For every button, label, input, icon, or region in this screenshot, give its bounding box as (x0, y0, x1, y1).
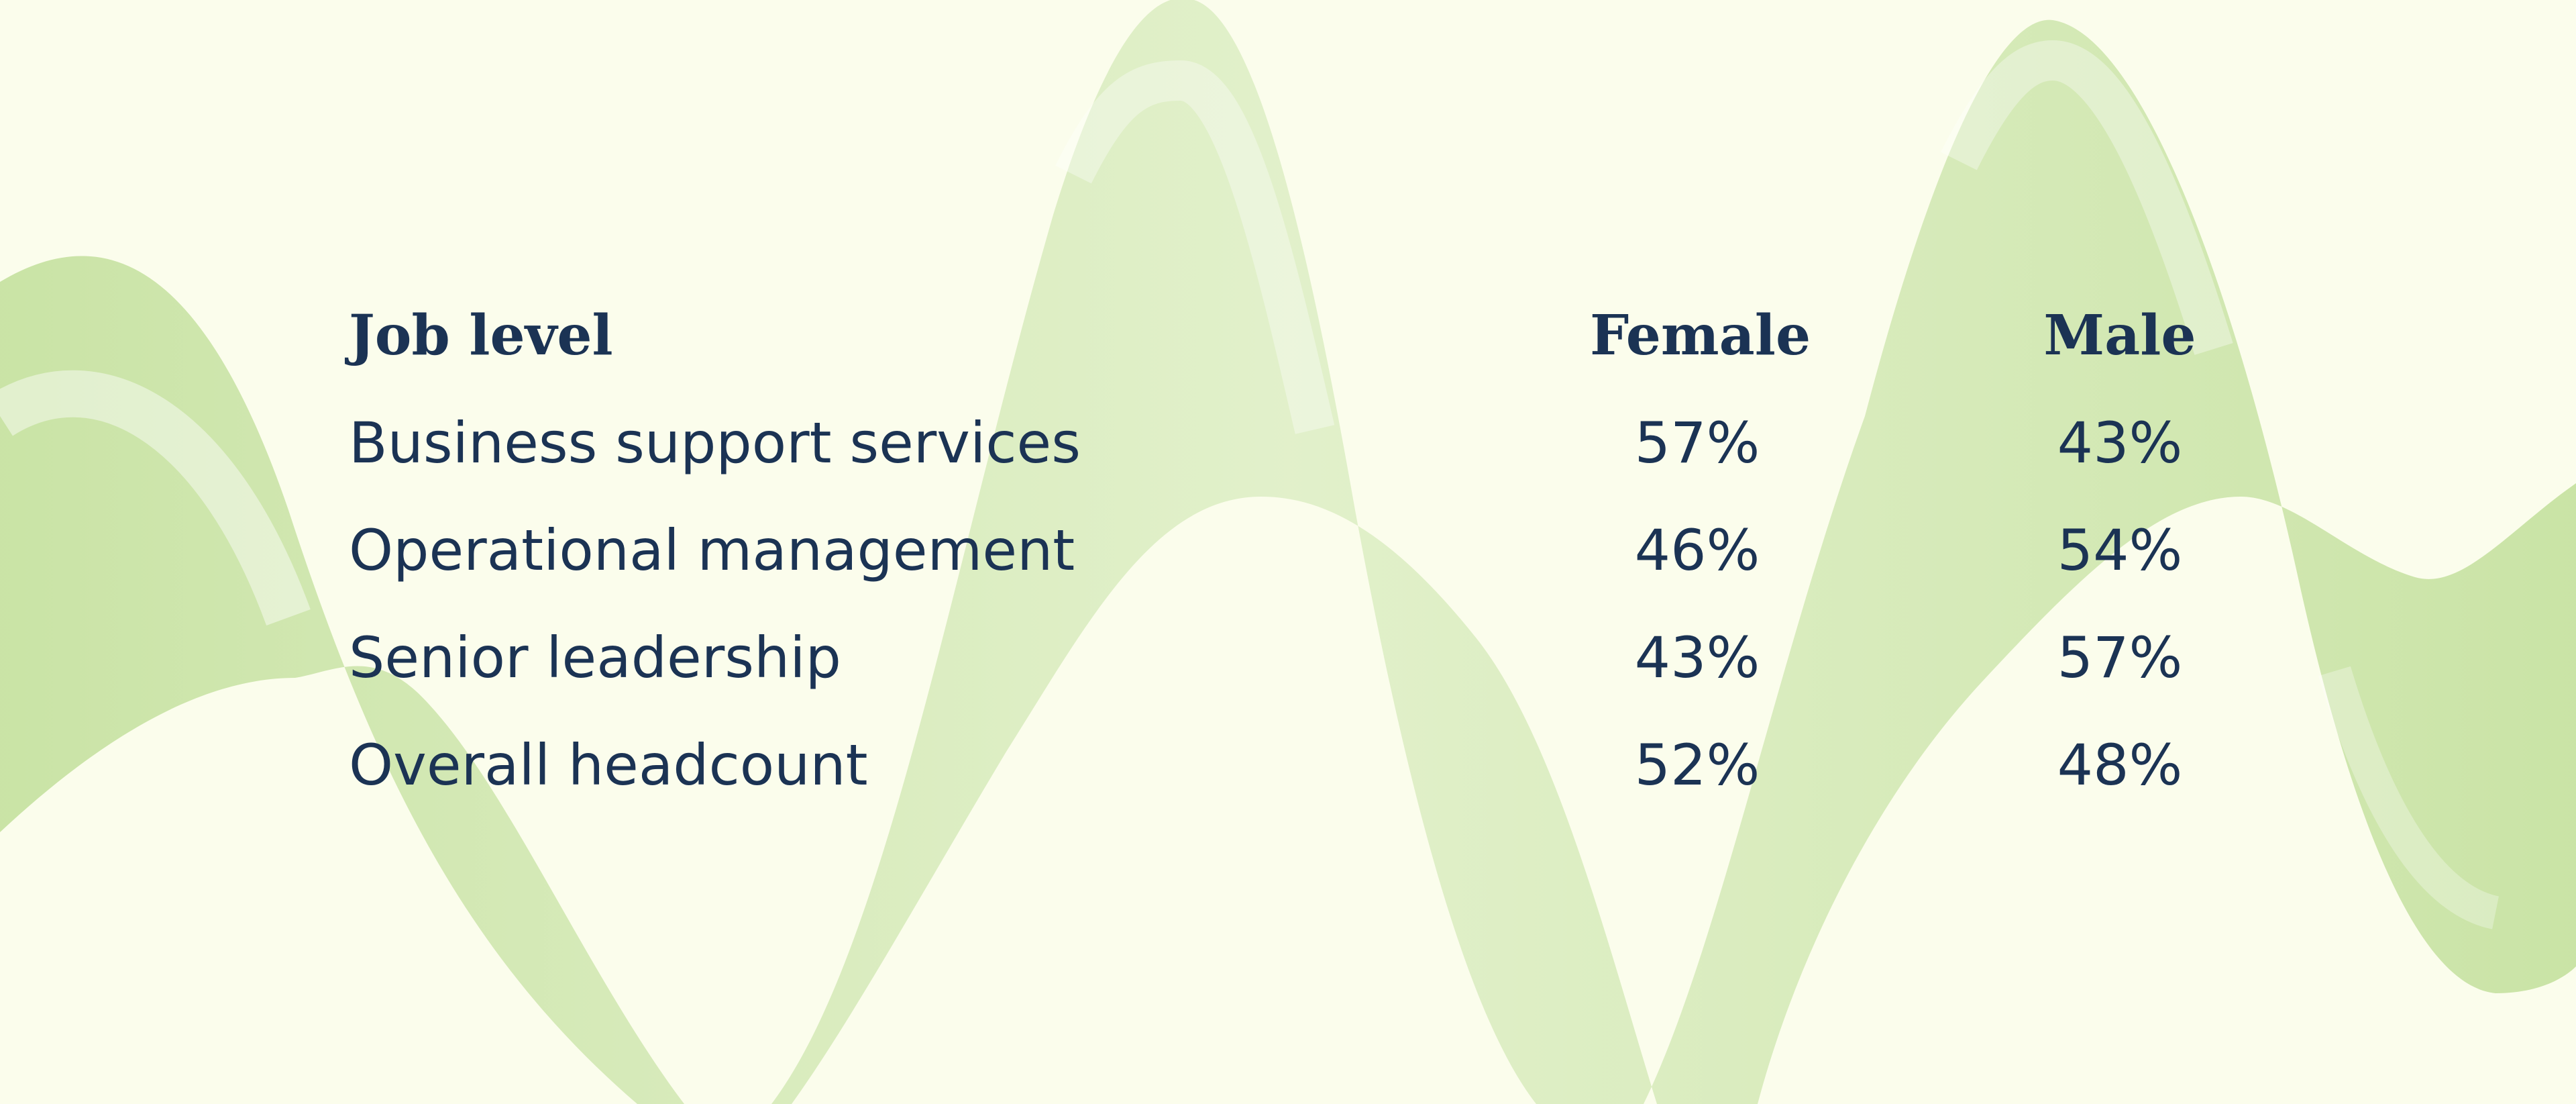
row-label: Operational management (349, 517, 1075, 583)
table-row: Business support services 57% 43% (349, 403, 2182, 510)
table-row: Operational management 46% 54% (349, 510, 2182, 617)
female-header: Female (1590, 303, 1811, 368)
wave-highlight-right (1941, 40, 2233, 355)
table-header-row: Job level Female Male (349, 295, 2196, 403)
row-label: Overall headcount (349, 732, 868, 798)
female-value: 52% (1634, 732, 1760, 798)
male-value: 43% (2057, 410, 2183, 476)
male-value: 48% (2057, 732, 2183, 798)
female-value: 57% (1634, 410, 1760, 476)
gender-split-table: Job level Female Male Business support s… (349, 295, 2196, 832)
job-level-header: Job level (349, 303, 613, 368)
table-row: Senior leadership 43% 57% (349, 617, 2182, 725)
row-label: Senior leadership (349, 625, 841, 691)
wave-highlight-center (1055, 60, 1335, 434)
male-header: Male (2043, 303, 2196, 368)
row-label: Business support services (349, 410, 1081, 476)
male-value: 54% (2057, 517, 2183, 583)
female-value: 46% (1634, 517, 1760, 583)
wave-highlight-left (0, 370, 311, 626)
male-value: 57% (2057, 625, 2183, 691)
wave-highlight-bottom-right (2318, 666, 2500, 930)
table-row: Overall headcount 52% 48% (349, 725, 2182, 832)
female-value: 43% (1634, 625, 1760, 691)
